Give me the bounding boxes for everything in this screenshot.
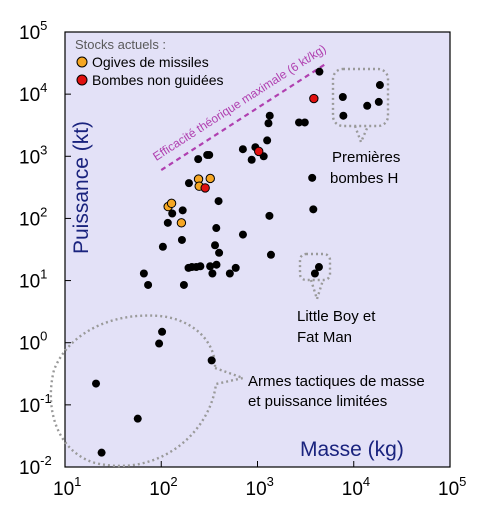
point-series0-36 [205,150,214,159]
legend-swatch-unguided-bombs [76,74,88,86]
y-tick-label-3: 101 [19,267,47,293]
legend-swatch-missile-warheads [76,56,88,68]
point-series0-4 [158,327,167,336]
point-series0-31 [184,179,193,188]
point-series0-34 [194,155,203,164]
point-series2-1 [254,146,264,157]
y-tick-label-2: 100 [19,329,47,355]
point-series0-0 [92,379,101,388]
point-series0-20 [212,260,221,269]
point-series0-41 [264,119,273,128]
point-series0-12 [179,280,188,289]
point-series0-45 [300,118,309,127]
point-series0-8 [158,242,167,251]
point-series0-9 [163,218,172,227]
point-series0-26 [265,211,274,220]
point-series0-51 [374,97,383,106]
h-bombs-callout-pointer [353,125,370,146]
y-tick-label-4: 102 [19,204,47,230]
point-series0-16 [196,262,205,271]
point-series1-2 [176,218,187,228]
point-series1-5 [205,173,215,184]
point-series0-52 [375,81,384,90]
point-series0-5 [207,356,216,365]
point-series0-6 [139,269,148,278]
point-series0-32 [212,224,221,233]
annotation-tactical-weapons: Armes tactiques de masse et puissance li… [248,373,429,410]
point-series0-11 [177,235,186,244]
y-tick-label-6: 104 [19,80,47,106]
y-tick-label-0: 10-2 [19,453,52,479]
little-boy-callout-pointer [309,279,325,303]
point-series0-27 [309,205,318,214]
point-series0-49 [339,111,348,120]
point-series0-30 [178,206,187,215]
x-tick-label-1: 102 [149,474,177,500]
y-tick-label-7: 105 [19,18,47,44]
point-series0-28 [310,269,319,278]
point-series0-10 [168,209,177,218]
legend-label-missile-warheads: Ogives de missiles [92,54,209,70]
point-series0-21 [215,248,224,257]
point-series2-0 [200,183,210,193]
plot-area-background [64,31,451,468]
point-series0-47 [315,67,324,76]
point-series0-44 [295,118,304,127]
point-series0-38 [247,155,256,164]
y-axis-title: Puissance (kt) [70,121,93,254]
point-series0-48 [338,92,347,101]
point-series0-18 [208,269,217,278]
y-axis: 10-2 10-1 100 101 102 103 104 105 [19,18,71,479]
point-series1-1 [166,198,177,209]
point-series0-3 [155,339,164,348]
annotation-little-boy-fat-man: Little Boy et Fat Man [297,308,380,346]
point-series0-17 [206,262,215,271]
legend: Stocks actuels : Ogives de missiles Bomb… [75,37,224,88]
x-tick-label-2: 103 [246,474,274,500]
point-series0-2 [133,414,142,423]
point-series0-1 [97,448,106,457]
x-axis-title: Masse (kg) [300,438,404,461]
point-series0-50 [363,101,372,110]
data-points [92,67,384,457]
x-tick-label-0: 101 [53,474,81,500]
point-series0-7 [144,280,153,289]
point-series0-23 [231,263,240,272]
point-series2-2 [309,93,319,104]
point-series0-19 [211,241,220,250]
point-series0-33 [214,197,223,206]
point-series0-46 [308,173,317,182]
legend-label-unguided-bombs: Bombes non guidées [92,72,224,88]
y-tick-label-1: 10-1 [19,391,52,417]
annotation-h-bombs: Premières bombes H [330,149,405,187]
point-series0-37 [238,145,247,154]
x-tick-label-3: 104 [342,474,370,500]
y-tick-label-5: 103 [19,142,47,168]
x-tick-label-4: 105 [438,474,466,500]
point-series0-22 [225,269,234,278]
legend-title: Stocks actuels : [75,37,166,52]
h-bombs-callout-box [331,67,390,128]
point-series0-42 [265,111,274,120]
point-series0-29 [314,263,323,272]
point-series0-25 [266,250,275,259]
point-series0-24 [238,230,247,239]
efficiency-limit-line [160,62,328,171]
point-series0-40 [263,136,272,145]
